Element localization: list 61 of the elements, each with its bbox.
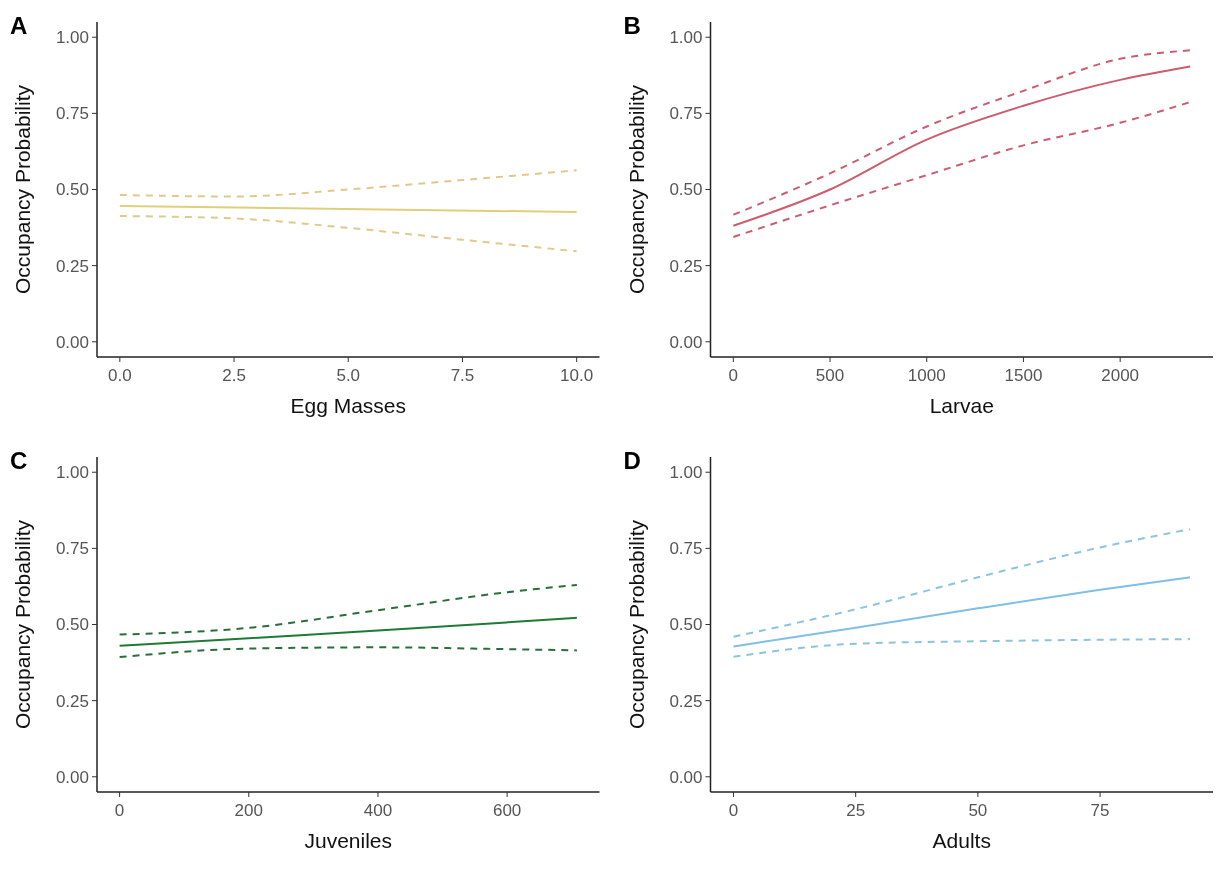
x-tick-label: 1500 (1004, 366, 1043, 385)
y-tick-label: 0.25 (55, 691, 89, 711)
y-tick-label: 0.00 (669, 332, 703, 352)
x-tick-label: 500 (815, 366, 845, 385)
x-tick-label: 25 (846, 801, 866, 820)
y-tick-label: 1.00 (55, 28, 89, 48)
x-tick-label: 0 (728, 366, 739, 385)
line-series (732, 576, 1192, 648)
y-tick-label: 0.75 (669, 539, 703, 559)
y-tick-label: 0.75 (55, 104, 89, 124)
chart-title: D (623, 447, 641, 474)
x-tick-label: 1000 (907, 366, 946, 385)
x-axis-title: Egg Masses (290, 394, 407, 417)
x-tick-label: 0 (728, 801, 739, 820)
line-series (732, 49, 1192, 216)
x-axis-title: Larvae (929, 394, 994, 417)
line-series (118, 215, 578, 253)
x-tick-label: 10.0 (560, 366, 594, 385)
y-tick-label: 0.50 (55, 615, 89, 635)
line-series (732, 528, 1192, 638)
y-tick-label: 0.50 (669, 615, 703, 635)
x-tick-label: 200 (234, 801, 263, 820)
x-tick-label: 0.0 (108, 366, 132, 385)
y-tick-label: 0.25 (669, 256, 703, 276)
y-tick-label: 1.00 (55, 463, 89, 483)
line-series (732, 65, 1192, 227)
y-tick-label: 0.50 (55, 180, 89, 200)
x-tick-label: 600 (492, 801, 522, 820)
y-tick-label: 0.25 (55, 256, 89, 276)
y-axis-title: Occupancy Probability (11, 519, 34, 729)
x-tick-label: 50 (968, 801, 988, 820)
line-series (118, 169, 578, 198)
line-series (118, 616, 578, 647)
chart-title: C (10, 447, 28, 474)
y-tick-label: 0.25 (669, 691, 703, 711)
chart-title: A (10, 12, 28, 39)
line-series (118, 646, 578, 659)
x-tick-label: 75 (1090, 801, 1110, 820)
line-series (732, 638, 1192, 658)
y-axis-title: Occupancy Probability (11, 84, 34, 294)
y-tick-label: 0.00 (55, 767, 89, 787)
x-tick-label: 5.0 (336, 366, 361, 385)
x-axis-title: Juveniles (304, 829, 393, 852)
y-axis-title: Occupancy Probability (624, 519, 648, 729)
x-axis-title: Adults (932, 829, 991, 852)
x-tick-label: 400 (363, 801, 393, 820)
x-tick-label: 2.5 (222, 366, 246, 385)
chart-title: B (623, 12, 641, 39)
x-tick-label: 7.5 (450, 366, 475, 385)
y-tick-label: 1.00 (669, 463, 703, 483)
x-tick-label: 0 (114, 801, 125, 820)
y-axis-title: Occupancy Probability (624, 84, 648, 294)
y-tick-label: 0.00 (669, 767, 703, 787)
y-tick-label: 0.50 (669, 180, 703, 200)
line-series (118, 583, 578, 636)
y-tick-label: 0.75 (669, 104, 703, 124)
y-tick-label: 0.75 (55, 539, 89, 559)
line-series (732, 101, 1192, 239)
y-tick-label: 1.00 (669, 28, 703, 48)
x-tick-label: 2000 (1101, 366, 1140, 385)
y-tick-label: 0.00 (55, 332, 89, 352)
